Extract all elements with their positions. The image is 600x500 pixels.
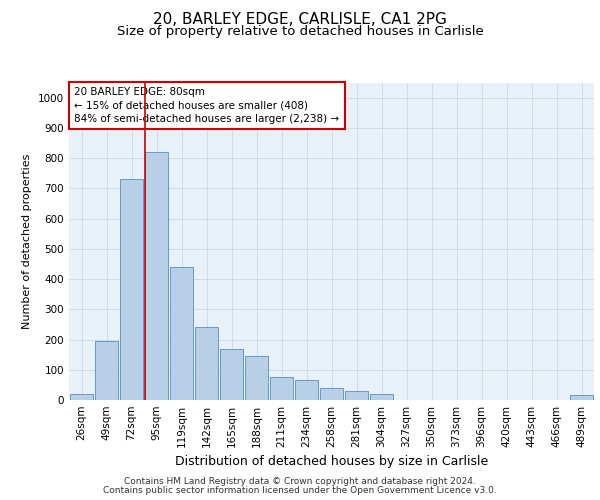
Text: Contains public sector information licensed under the Open Government Licence v3: Contains public sector information licen… [103, 486, 497, 495]
Bar [344, 391, 368, 400]
Bar [320, 388, 343, 400]
X-axis label: Distribution of detached houses by size in Carlisle: Distribution of detached houses by size … [175, 456, 488, 468]
Bar [194, 328, 218, 400]
Bar [370, 394, 394, 400]
Text: 20 BARLEY EDGE: 80sqm
← 15% of detached houses are smaller (408)
84% of semi-det: 20 BARLEY EDGE: 80sqm ← 15% of detached … [74, 88, 340, 124]
Bar [145, 152, 169, 400]
Bar [70, 394, 94, 400]
Bar [220, 348, 244, 400]
Text: 20, BARLEY EDGE, CARLISLE, CA1 2PG: 20, BARLEY EDGE, CARLISLE, CA1 2PG [153, 12, 447, 28]
Text: Size of property relative to detached houses in Carlisle: Size of property relative to detached ho… [116, 25, 484, 38]
Bar [119, 180, 143, 400]
Bar [269, 378, 293, 400]
Bar [95, 341, 118, 400]
Bar [295, 380, 319, 400]
Bar [245, 356, 268, 400]
Text: Contains HM Land Registry data © Crown copyright and database right 2024.: Contains HM Land Registry data © Crown c… [124, 477, 476, 486]
Y-axis label: Number of detached properties: Number of detached properties [22, 154, 32, 329]
Bar [170, 267, 193, 400]
Bar [569, 396, 593, 400]
